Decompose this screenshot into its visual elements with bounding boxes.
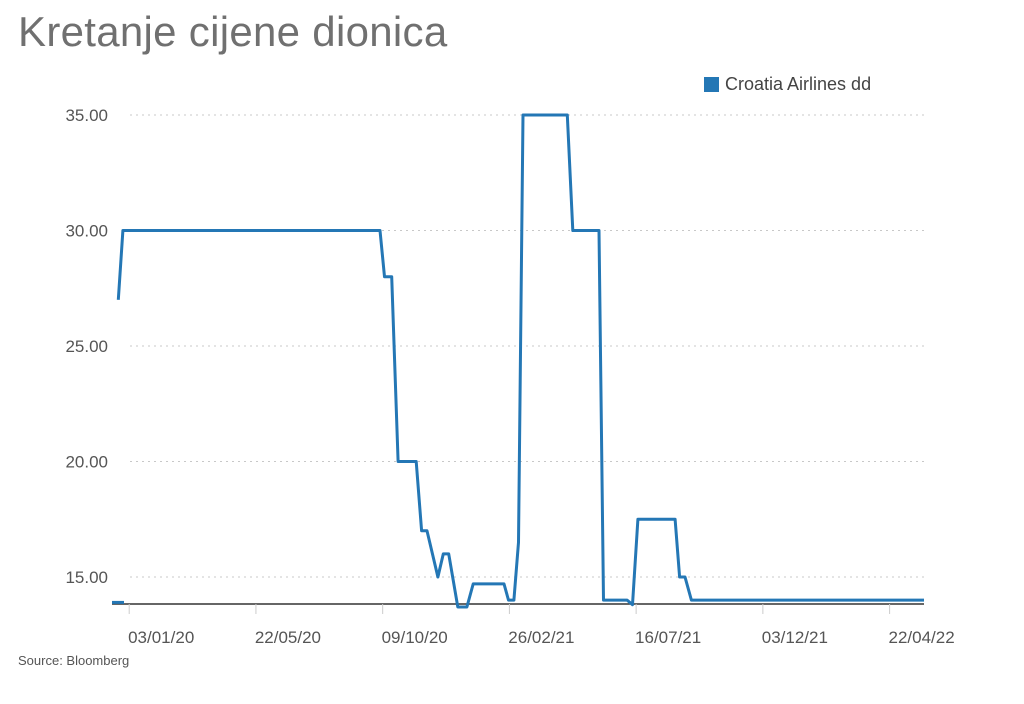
x-tick-label: 22/04/22 xyxy=(889,628,955,647)
x-tick-label: 03/01/20 xyxy=(128,628,194,647)
y-tick-label: 35.00 xyxy=(65,106,108,125)
x-tick-label: 03/12/21 xyxy=(762,628,828,647)
y-tick-label: 25.00 xyxy=(65,337,108,356)
y-tick-label: 20.00 xyxy=(65,453,108,472)
y-tick-label: 15.00 xyxy=(65,568,108,587)
x-tick-label: 09/10/20 xyxy=(382,628,448,647)
legend: Croatia Airlines dd xyxy=(704,74,871,95)
y-axis: 35.00 30.00 25.00 20.00 15.00 xyxy=(65,106,108,587)
grid-layer xyxy=(130,114,928,578)
x-axis: 03/01/20 22/05/20 09/10/20 26/02/21 16/07/21… xyxy=(112,603,955,647)
y-tick-label: 30.00 xyxy=(65,222,108,241)
legend-swatch xyxy=(704,77,719,92)
source-note: Source: Bloomberg xyxy=(18,653,130,668)
legend-label: Croatia Airlines dd xyxy=(725,74,872,94)
chart-title: Kretanje cijene dionica xyxy=(18,8,448,55)
x-tick-label: 16/07/21 xyxy=(635,628,701,647)
x-tick-label: 22/05/20 xyxy=(255,628,321,647)
x-tick-label: 26/02/21 xyxy=(508,628,574,647)
series-layer xyxy=(112,113,924,609)
series-line-croatia-airlines xyxy=(116,113,924,609)
